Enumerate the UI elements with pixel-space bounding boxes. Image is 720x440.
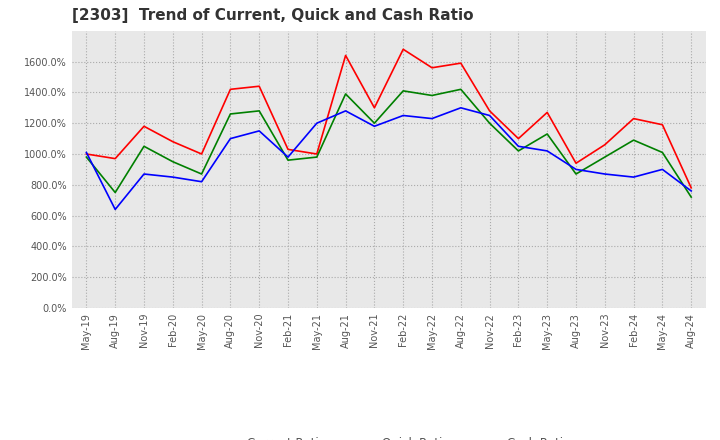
Quick Ratio (255, 108, 264, 114)
Cash Ratio (428, 116, 436, 121)
Quick Ratio (456, 87, 465, 92)
Quick Ratio (600, 154, 609, 160)
Current Ratio (82, 151, 91, 157)
Current Ratio (658, 122, 667, 127)
Current Ratio (370, 105, 379, 110)
Cash Ratio (341, 108, 350, 114)
Current Ratio (255, 84, 264, 89)
Current Ratio (284, 147, 292, 152)
Cash Ratio (629, 174, 638, 180)
Cash Ratio (197, 179, 206, 184)
Cash Ratio (543, 148, 552, 154)
Cash Ratio (514, 143, 523, 149)
Current Ratio (399, 47, 408, 52)
Current Ratio (197, 151, 206, 157)
Quick Ratio (485, 121, 494, 126)
Current Ratio (485, 108, 494, 114)
Line: Current Ratio: Current Ratio (86, 49, 691, 188)
Cash Ratio (312, 121, 321, 126)
Quick Ratio (140, 143, 148, 149)
Current Ratio (456, 60, 465, 66)
Current Ratio (543, 110, 552, 115)
Current Ratio (168, 139, 177, 144)
Cash Ratio (226, 136, 235, 141)
Legend: Current Ratio, Quick Ratio, Cash Ratio: Current Ratio, Quick Ratio, Cash Ratio (203, 432, 575, 440)
Current Ratio (428, 65, 436, 70)
Cash Ratio (140, 171, 148, 176)
Current Ratio (341, 53, 350, 58)
Cash Ratio (600, 171, 609, 176)
Current Ratio (687, 185, 696, 191)
Line: Quick Ratio: Quick Ratio (86, 89, 691, 197)
Current Ratio (600, 142, 609, 147)
Quick Ratio (543, 131, 552, 136)
Current Ratio (140, 124, 148, 129)
Current Ratio (312, 151, 321, 157)
Quick Ratio (82, 154, 91, 160)
Quick Ratio (111, 190, 120, 195)
Quick Ratio (197, 171, 206, 176)
Quick Ratio (658, 150, 667, 155)
Cash Ratio (255, 128, 264, 134)
Text: [2303]  Trend of Current, Quick and Cash Ratio: [2303] Trend of Current, Quick and Cash … (72, 7, 474, 23)
Line: Cash Ratio: Cash Ratio (86, 108, 691, 209)
Current Ratio (514, 136, 523, 141)
Cash Ratio (658, 167, 667, 172)
Cash Ratio (687, 188, 696, 194)
Cash Ratio (284, 154, 292, 160)
Quick Ratio (399, 88, 408, 93)
Cash Ratio (111, 207, 120, 212)
Quick Ratio (572, 171, 580, 176)
Current Ratio (226, 87, 235, 92)
Quick Ratio (168, 159, 177, 164)
Current Ratio (572, 161, 580, 166)
Quick Ratio (226, 111, 235, 117)
Quick Ratio (341, 91, 350, 96)
Cash Ratio (370, 124, 379, 129)
Current Ratio (629, 116, 638, 121)
Cash Ratio (399, 113, 408, 118)
Quick Ratio (687, 194, 696, 200)
Cash Ratio (485, 113, 494, 118)
Quick Ratio (312, 154, 321, 160)
Quick Ratio (629, 137, 638, 143)
Quick Ratio (370, 121, 379, 126)
Cash Ratio (572, 167, 580, 172)
Current Ratio (111, 156, 120, 161)
Cash Ratio (82, 150, 91, 155)
Quick Ratio (514, 148, 523, 154)
Quick Ratio (428, 93, 436, 98)
Cash Ratio (168, 174, 177, 180)
Cash Ratio (456, 105, 465, 110)
Quick Ratio (284, 158, 292, 163)
